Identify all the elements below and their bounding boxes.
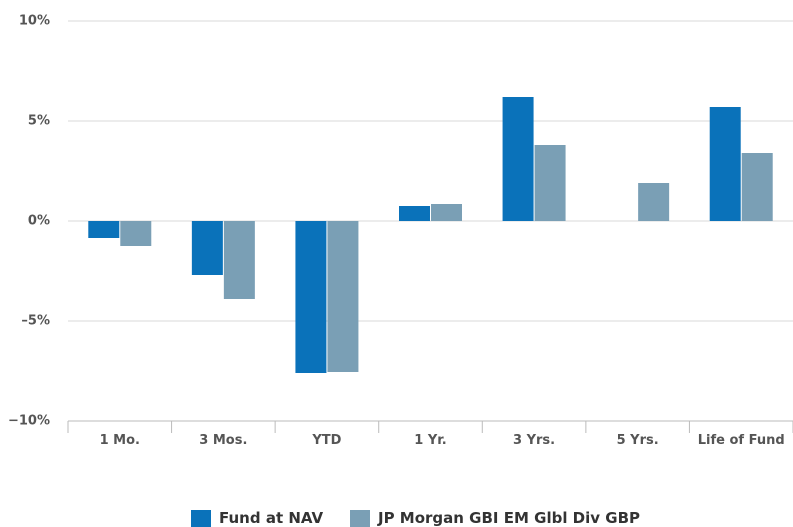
x-tick-label: 5 Yrs. [616, 433, 659, 448]
y-tick-label: 0% [28, 214, 50, 229]
x-tick-label: 1 Mo. [99, 433, 140, 448]
x-tick-label: 3 Yrs. [513, 433, 556, 448]
x-tick-label: 1 Yr. [414, 433, 447, 448]
bar [223, 221, 255, 299]
y-tick-label: 10% [19, 14, 50, 29]
bar [191, 221, 223, 275]
y-tick-label: 5% [28, 114, 50, 129]
y-tick-label: –5% [21, 314, 50, 329]
legend-swatch [191, 510, 211, 527]
bar [502, 97, 534, 221]
bar [638, 183, 670, 221]
x-tick-label: Life of Fund [697, 433, 785, 448]
bar [431, 204, 462, 221]
bar [327, 221, 359, 372]
bar [295, 221, 327, 373]
bar [120, 221, 152, 246]
bar [741, 153, 773, 221]
x-tick-label: YTD [312, 433, 342, 448]
bar [399, 206, 430, 221]
legend-label: JP Morgan GBI EM Glbl Div GBP [378, 509, 641, 527]
x-tick-label: 3 Mos. [199, 433, 248, 448]
y-tick-label: −10% [8, 414, 50, 429]
bar [709, 107, 741, 221]
legend-label: Fund at NAV [219, 509, 324, 527]
bar [534, 145, 566, 221]
legend-swatch [350, 510, 370, 527]
bar [88, 221, 120, 238]
